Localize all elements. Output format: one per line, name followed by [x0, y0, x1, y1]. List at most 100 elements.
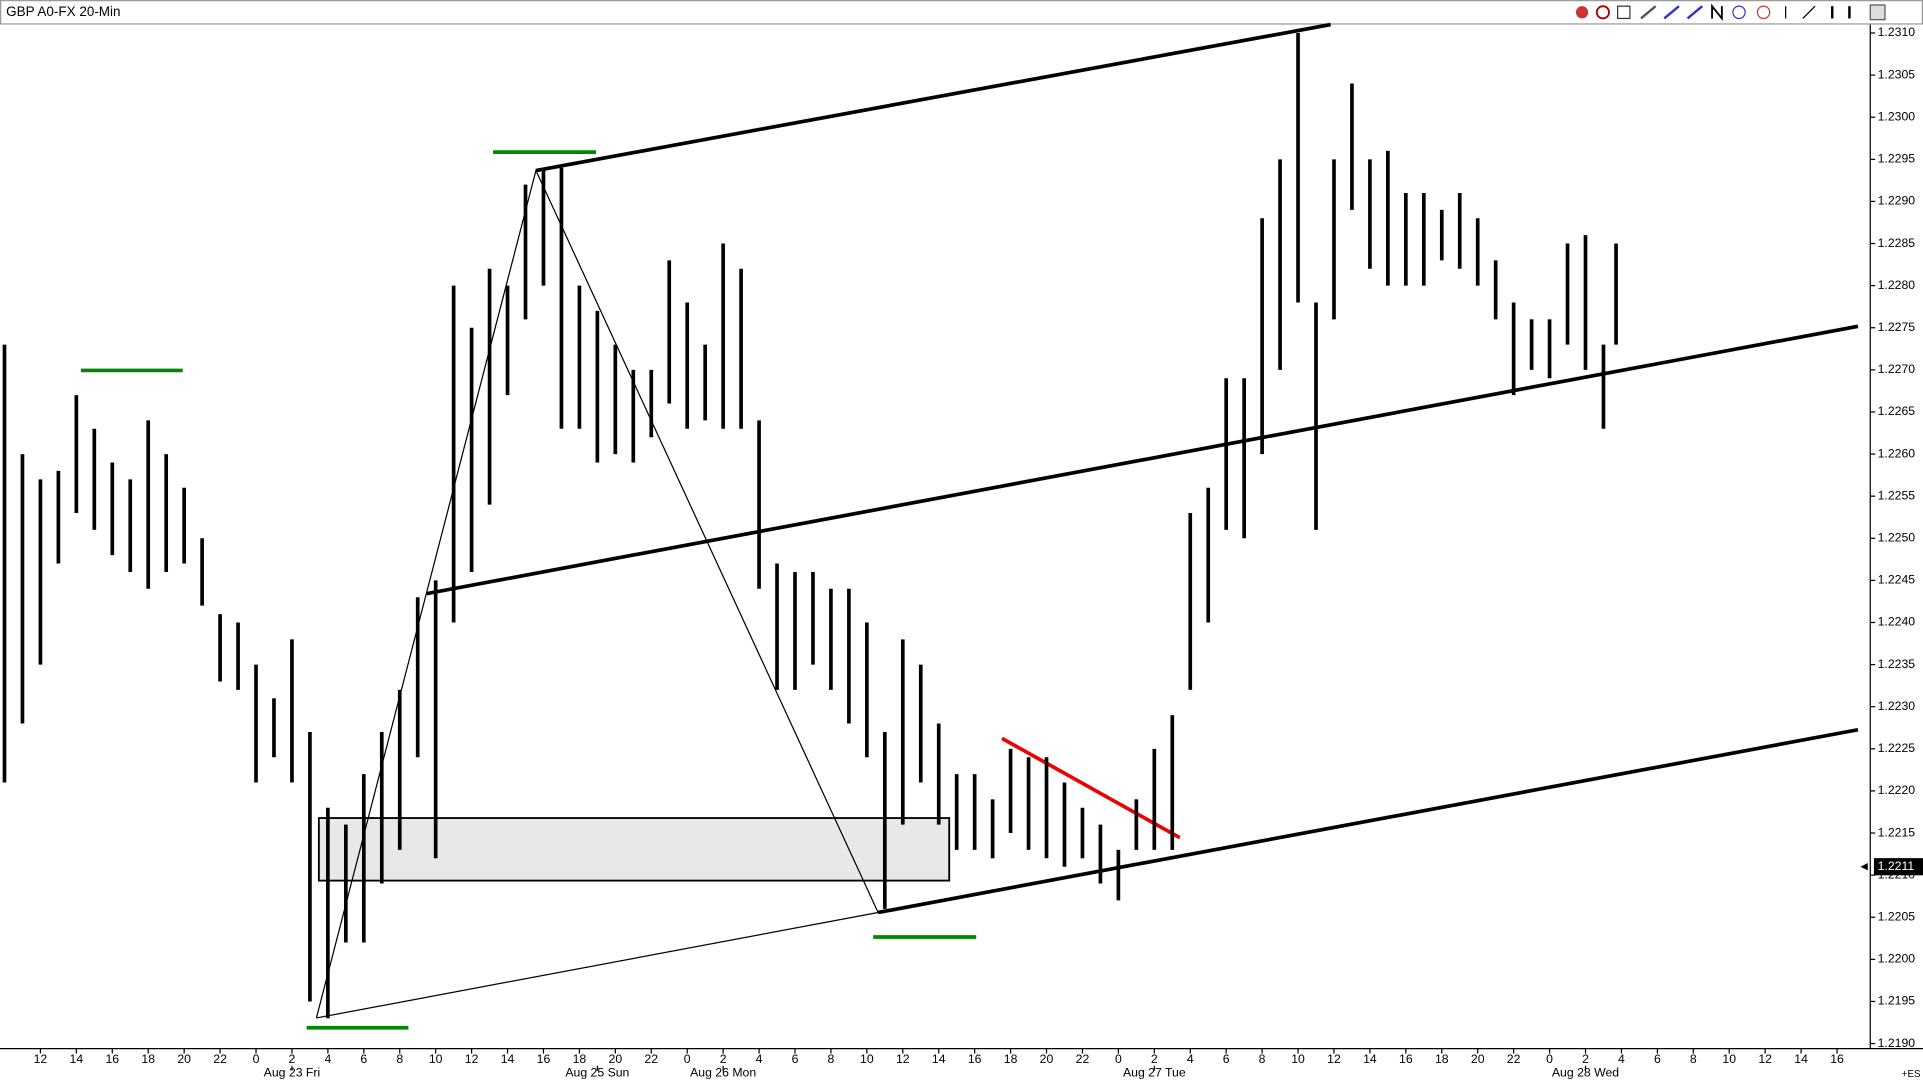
y-tick-label: 1.2235 [1878, 657, 1916, 671]
x-tick-label: 6 [792, 1052, 799, 1066]
x-tick-label: 6 [1654, 1052, 1661, 1066]
x-tick-label: 20 [177, 1052, 191, 1066]
x-tick-label: 12 [1758, 1052, 1772, 1066]
x-tick-label: 18 [1004, 1052, 1018, 1066]
x-tick-label: 16 [537, 1052, 551, 1066]
y-tick-label: 1.2215 [1878, 825, 1916, 839]
x-tick-label: 14 [932, 1052, 946, 1066]
date-label: Aug 27 Tue [1123, 1065, 1186, 1079]
x-tick-label: 12 [34, 1052, 48, 1066]
x-tick-label: 14 [501, 1052, 515, 1066]
x-tick-label: 0 [1115, 1052, 1122, 1066]
y-tick-label: 1.2295 [1878, 152, 1916, 166]
y-tick-label: 1.2230 [1878, 699, 1916, 713]
x-tick-label: 16 [1830, 1052, 1844, 1066]
x-tick-label: 10 [860, 1052, 874, 1066]
tool-icon[interactable] [1575, 6, 1589, 19]
drawings [80, 22, 1859, 1030]
tool-icon[interactable] [1802, 5, 1816, 19]
y-tick-label: 1.2310 [1878, 25, 1916, 39]
x-tick-label: 6 [360, 1052, 367, 1066]
x-tick-label: 20 [1040, 1052, 1054, 1066]
y-tick-label: 1.2285 [1878, 236, 1916, 250]
y-tick-label: 1.2200 [1878, 952, 1916, 966]
x-tick-label: 18 [1435, 1052, 1449, 1066]
y-tick-label: 1.2255 [1878, 488, 1916, 502]
y-tick-label: 1.2205 [1878, 909, 1916, 923]
y-tick-label: 1.2260 [1878, 446, 1916, 460]
tool-icon[interactable] [1732, 5, 1746, 20]
last-price-label: 1.2211 [1878, 859, 1915, 873]
x-tick-label: 4 [324, 1052, 331, 1066]
x-tick-label: 6 [1223, 1052, 1230, 1066]
channel-line [877, 727, 1859, 915]
y-tick-label: 1.2270 [1878, 362, 1916, 376]
channel-line [316, 911, 879, 1019]
y-tick-label: 1.2190 [1878, 1036, 1916, 1050]
x-tick-label: 16 [968, 1052, 982, 1066]
y-tick-label: 1.2240 [1878, 615, 1916, 629]
x-tick-label: 4 [756, 1052, 763, 1066]
date-label: Aug 26 Mon [690, 1065, 756, 1079]
last-price-box [1873, 858, 1923, 876]
zone-box [317, 817, 951, 882]
y-tick-label: 1.2225 [1878, 741, 1916, 755]
x-tick-label: 2 [1582, 1052, 1589, 1066]
x-tick-label: 18 [141, 1052, 155, 1066]
x-tick-label: 8 [828, 1052, 835, 1066]
last-price-arrow [1860, 863, 1868, 871]
zigzag-line [315, 168, 879, 1019]
x-tick-label: 12 [1327, 1052, 1341, 1066]
x-tick-label: 20 [1471, 1052, 1485, 1066]
y-tick-label: 1.2290 [1878, 194, 1916, 208]
x-tick-label: 10 [429, 1052, 443, 1066]
x-tick-label: 4 [1618, 1052, 1625, 1066]
x-tick-label: 8 [1690, 1052, 1697, 1066]
corner-note: +ES [1902, 1069, 1921, 1080]
y-tick-label: 1.2275 [1878, 320, 1916, 334]
x-tick-label: 8 [1259, 1052, 1266, 1066]
y-tick-label: 1.2250 [1878, 531, 1916, 545]
tool-icon[interactable] [1663, 5, 1680, 20]
y-tick-label: 1.2300 [1878, 109, 1916, 123]
x-tick-label: 0 [1546, 1052, 1553, 1066]
y-tick-label: 1.2220 [1878, 783, 1916, 797]
x-tick-label: 16 [1399, 1052, 1413, 1066]
x-tick-label: 22 [213, 1052, 227, 1066]
channel-line [426, 324, 1859, 596]
tool-icon[interactable] [1595, 5, 1610, 20]
tool-icon[interactable] [1617, 5, 1631, 20]
date-label: Aug 25 Sun [565, 1065, 629, 1079]
tool-icon[interactable] [1686, 5, 1704, 20]
date-label: Aug 23 Fri [264, 1065, 321, 1079]
y-tick-label: 1.2245 [1878, 573, 1916, 587]
x-tick-label: 22 [1507, 1052, 1521, 1066]
x-tick-label: 16 [105, 1052, 119, 1066]
x-tick-label: 2 [1151, 1052, 1158, 1066]
tool-icon[interactable] [1869, 4, 1886, 21]
toolbar [1575, 3, 1886, 22]
x-tick-label: 8 [396, 1052, 403, 1066]
x-tick-label: 10 [1291, 1052, 1305, 1066]
y-tick-label: 1.2265 [1878, 404, 1916, 418]
date-label: Aug 28 Wed [1552, 1065, 1619, 1079]
trend-line [1001, 736, 1181, 840]
x-tick-label: 14 [1363, 1052, 1377, 1066]
x-tick-label: 18 [573, 1052, 587, 1066]
x-tick-label: 20 [609, 1052, 623, 1066]
x-tick-label: 0 [684, 1052, 691, 1066]
tool-icon[interactable] [1640, 5, 1657, 20]
x-tick-label: 12 [465, 1052, 479, 1066]
x-tick-label: 14 [1794, 1052, 1808, 1066]
x-tick-label: 2 [720, 1052, 727, 1066]
header-bar [0, 0, 1923, 25]
tool-icon[interactable] [1711, 3, 1723, 22]
tool-icon[interactable] [1756, 5, 1771, 20]
chart-title: GBP A0-FX 20-Min [6, 4, 120, 19]
x-tick-label: 14 [70, 1052, 84, 1066]
x-tick-label: 2 [289, 1052, 296, 1066]
x-tick-label: 12 [896, 1052, 910, 1066]
y-tick-label: 1.2280 [1878, 278, 1916, 292]
